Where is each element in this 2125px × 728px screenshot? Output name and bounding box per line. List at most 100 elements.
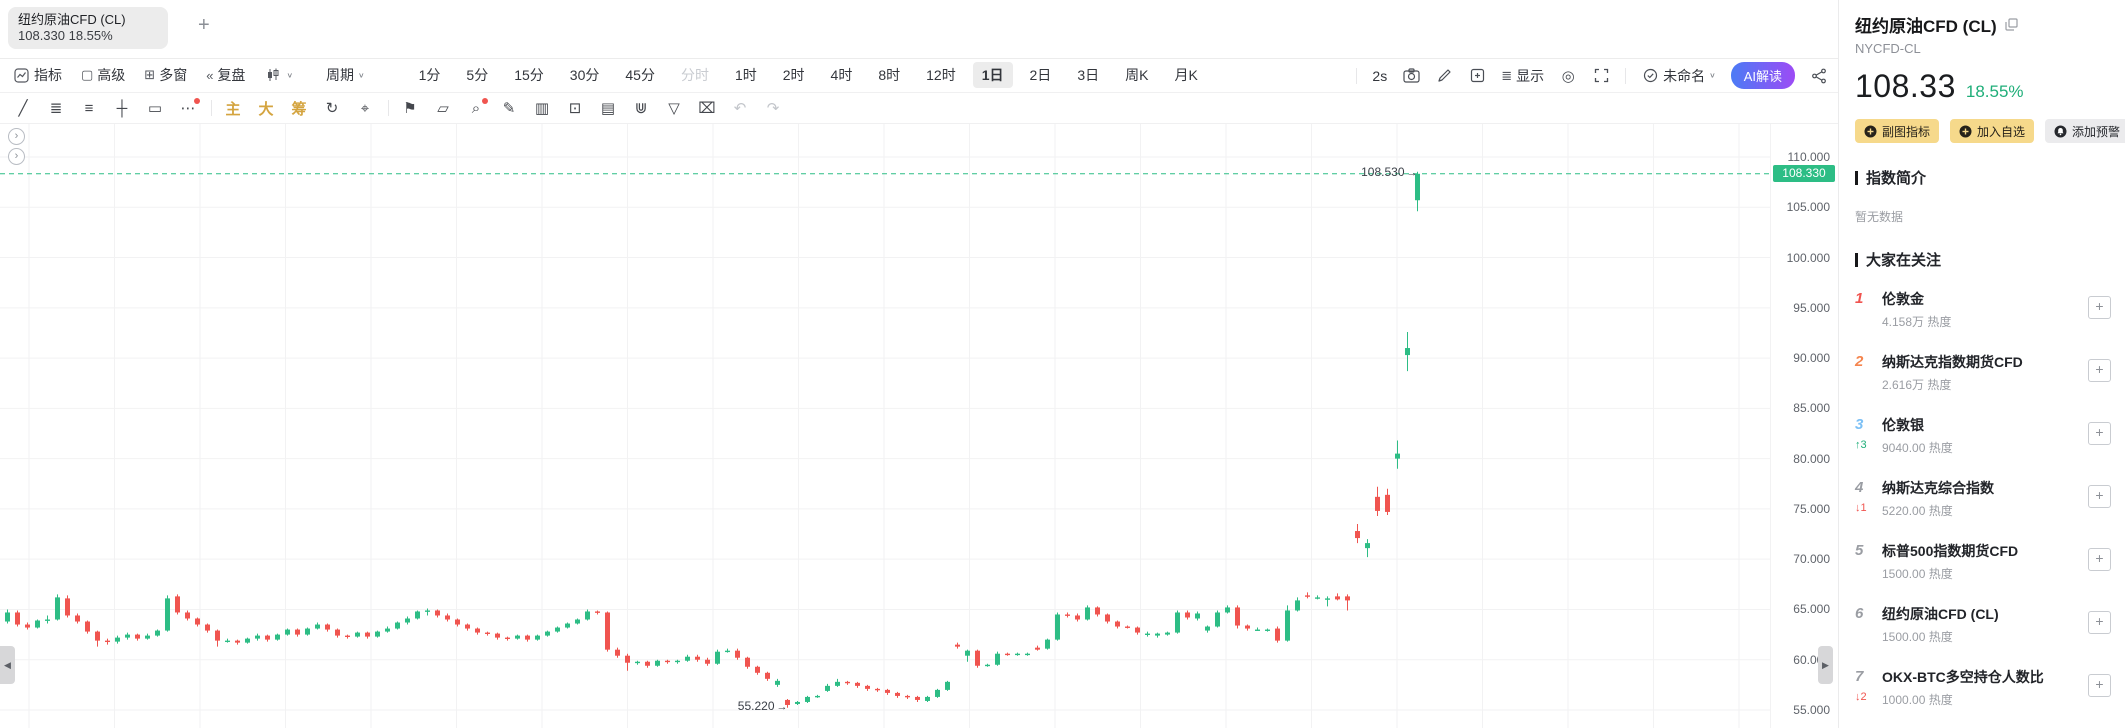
price-tick[interactable]: 110.000 (1787, 150, 1831, 164)
speed-button[interactable]: 2s (1372, 67, 1388, 84)
scroll-left-handle[interactable]: ◀ (0, 646, 15, 684)
watchlist-row[interactable]: 6 纽约原油CFD (CL) 1500.00 热度 + (1855, 605, 2111, 645)
filter-icon[interactable]: ▽ (668, 100, 680, 117)
main-chart-button[interactable]: 主 (225, 100, 241, 118)
symbol-title: 纽约原油CFD (CL) (1855, 17, 1997, 36)
timeframe-1时[interactable]: 1时 (734, 67, 757, 83)
price-tick[interactable]: 105.000 (1786, 200, 1830, 215)
heat-value: 1000.00 热度 (1882, 693, 1953, 707)
period-select[interactable]: 周期 ∨ (326, 65, 365, 85)
timeframe-45分[interactable]: 45分 (625, 67, 655, 83)
drawing-list-icon[interactable]: ▤ (600, 100, 616, 117)
price-tick[interactable]: 65.000 (1793, 602, 1830, 617)
screenshot-icon[interactable] (1402, 67, 1420, 85)
rectangle-tool-icon[interactable]: ▭ (147, 100, 163, 117)
target-settings-icon[interactable]: ◎ (1561, 67, 1575, 85)
indicator-button[interactable]: 指标 (12, 65, 62, 85)
chart-tab[interactable]: 纽约原油CFD (CL) 108.330 18.55% (8, 7, 168, 49)
share-icon[interactable] (1810, 67, 1828, 85)
timeframe-分时: 分时 (680, 67, 709, 83)
add-to-watchlist-button[interactable]: + (2088, 359, 2111, 382)
add-pane-icon[interactable] (1468, 67, 1486, 85)
add-to-watchlist-button[interactable]: + (2088, 296, 2111, 319)
chip-distribution-button[interactable]: 筹 (291, 100, 307, 118)
more-drawings-icon[interactable]: ⋯ (175, 97, 201, 119)
zoom-in-icon[interactable]: ⌕ (463, 97, 489, 119)
delete-drawings-icon[interactable]: ⌧ (698, 100, 716, 117)
watchlist-row[interactable]: 5 标普500指数期货CFD 1500.00 热度 + (1855, 542, 2111, 582)
advanced-button[interactable]: ▢ 高级 (81, 65, 125, 85)
candlestick-chart[interactable]: 108.530 →55.220 → (0, 124, 1770, 728)
sub-indicator-button[interactable]: 副图指标 (1855, 119, 1940, 143)
parallel-channel-icon[interactable]: ≡ (84, 99, 94, 117)
price-tick[interactable]: 85.000 (1793, 401, 1830, 416)
timeframe-1日[interactable]: 1日 (972, 62, 1013, 88)
watchlist-row[interactable]: 3 ↑3 伦敦银 9040.00 热度 + (1855, 416, 2111, 456)
watchlist-row[interactable]: 4 ↓1 纳斯达克综合指数 5220.00 热度 + (1855, 479, 2111, 519)
compare-candles-icon[interactable]: ▥ (534, 100, 550, 117)
price-tick[interactable]: 55.000 (1793, 702, 1830, 717)
new-tab-button[interactable]: + (198, 14, 210, 36)
price-tick[interactable]: 80.000 (1793, 451, 1830, 466)
add-to-watchlist-button[interactable]: + (2088, 611, 2111, 634)
cross-line-icon[interactable]: ┼ (116, 99, 128, 117)
scroll-right-handle[interactable]: ▶ (1818, 646, 1833, 684)
trend-line-icon[interactable]: ╱ (18, 100, 28, 117)
ruler-icon[interactable]: ▱ (437, 100, 449, 117)
ai-analysis-button[interactable]: AI解读 (1730, 62, 1795, 89)
expand-legend-icon[interactable]: › (8, 128, 25, 145)
timeframe-月K[interactable]: 月K (1174, 67, 1198, 83)
lock-drawings-icon[interactable]: ⊡ (568, 100, 582, 117)
magnet-icon[interactable]: ⋓ (634, 100, 648, 117)
price-tick[interactable]: 90.000 (1793, 351, 1830, 366)
timeframe-2日[interactable]: 2日 (1029, 67, 1052, 83)
timeframe-1分[interactable]: 1分 (418, 67, 441, 83)
timeframe-12时[interactable]: 12时 (926, 67, 956, 83)
expand-indicator-icon[interactable]: › (8, 148, 25, 165)
timeframe-30分[interactable]: 30分 (569, 67, 600, 83)
price-tick[interactable]: 75.000 (1793, 501, 1830, 516)
last-price-badge[interactable]: 108.330 (1773, 165, 1835, 183)
display-settings-button[interactable]: ≣ 显示 (1501, 66, 1544, 86)
price-axis[interactable]: 110.000 105.000 100.000 95.000 90.000 85.000 8… (1770, 124, 1838, 728)
add-to-watchlist-button[interactable]: + (2088, 485, 2111, 508)
add-to-watchlist-button[interactable]: + (2088, 548, 2111, 571)
timeframe-15分[interactable]: 15分 (514, 67, 544, 83)
add-to-watchlist-button[interactable]: + (2088, 674, 2111, 697)
edit-pencil-icon[interactable] (1435, 67, 1453, 85)
timeframe-4时[interactable]: 4时 (830, 67, 853, 83)
price-tick[interactable]: 100.000 (1786, 250, 1830, 265)
price-tick[interactable]: 70.000 (1793, 552, 1830, 567)
horizontal-line-icon[interactable]: ≣ (49, 100, 63, 117)
brush-icon[interactable]: ✎ (502, 100, 516, 117)
watchlist-row[interactable]: 1 伦敦金 4.158万 热度 + (1855, 290, 2111, 330)
plus-circle-icon (1864, 125, 1877, 137)
alert-bell-icon (2054, 125, 2067, 137)
chevron-down-icon: ∨ (1709, 71, 1716, 80)
layout-name-button[interactable]: 未命名 ∨ (1641, 66, 1716, 86)
timeframe-5分[interactable]: 5分 (466, 67, 489, 83)
chart-area[interactable]: 108.530 → 55.220 → (0, 124, 1770, 728)
chart-style-select[interactable]: ∨ (264, 66, 293, 84)
redo-icon[interactable]: ↷ (766, 100, 780, 117)
timeframe-8时[interactable]: 8时 (878, 67, 901, 83)
replay-button[interactable]: « 复盘 (206, 65, 245, 85)
bookmark-icon[interactable]: ⚑ (403, 100, 417, 117)
fullscreen-icon[interactable] (1592, 67, 1610, 85)
timeframe-2时[interactable]: 2时 (782, 67, 805, 83)
replay-drawing-icon[interactable]: ↻ (325, 100, 339, 117)
cursor-line-icon[interactable]: ⌖ (360, 99, 370, 117)
watchlist-row[interactable]: 2 纳斯达克指数期货CFD 2.616万 热度 + (1855, 353, 2111, 393)
undo-icon[interactable]: ↶ (733, 100, 747, 117)
copy-icon[interactable] (2003, 16, 2021, 34)
timeframe-3日[interactable]: 3日 (1077, 67, 1100, 83)
instrument-name: 伦敦金 (1882, 291, 1924, 307)
watchlist-row[interactable]: 7 ↓2 OKX-BTC多空持仓人数比 1000.00 热度 + (1855, 668, 2111, 708)
large-chart-button[interactable]: 大 (258, 100, 274, 118)
timeframe-周K[interactable]: 周K (1125, 67, 1149, 83)
multiwindow-button[interactable]: ⊞ 多窗 (144, 65, 187, 85)
add-to-watchlist-button[interactable]: + (2088, 422, 2111, 445)
price-tick[interactable]: 95.000 (1793, 300, 1830, 315)
add-alert-button[interactable]: 添加预警 (2045, 119, 2125, 143)
add-watchlist-button[interactable]: 加入自选 (1950, 119, 2035, 143)
